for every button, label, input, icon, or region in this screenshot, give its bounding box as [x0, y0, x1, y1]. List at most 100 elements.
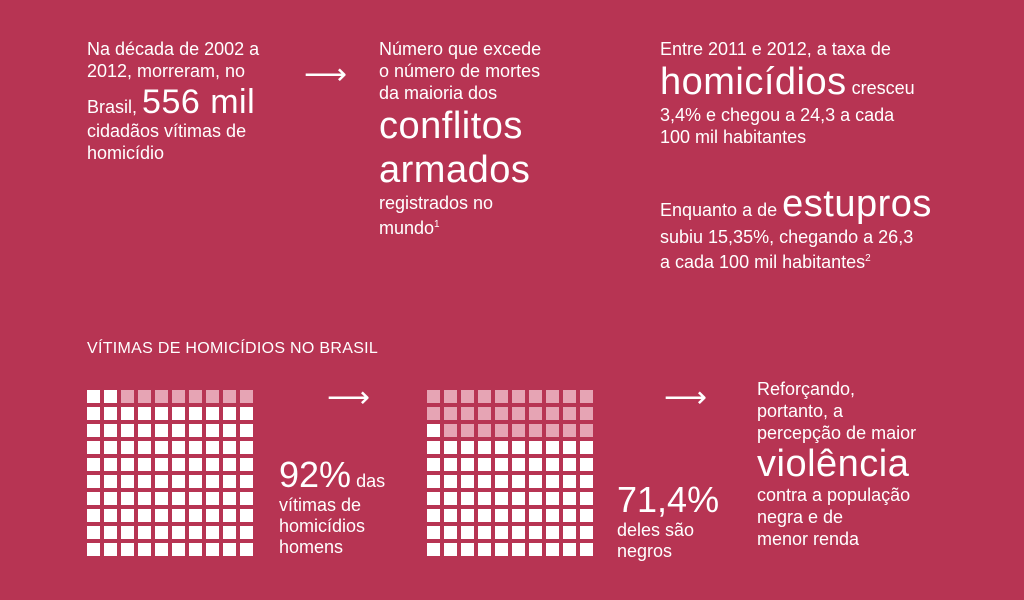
waffle-cell-share — [461, 509, 474, 522]
fact2-line5-text: mundo — [379, 218, 435, 238]
fact2-line2: o número de mortes — [379, 61, 541, 81]
waffle-cell-other — [444, 390, 457, 403]
waffle-cell-share — [546, 492, 559, 505]
waffle-cell-other — [512, 390, 525, 403]
waffle-cell-other — [206, 390, 219, 403]
waffle-cell-share — [121, 492, 134, 505]
waffle-cell-share — [563, 543, 576, 556]
waffle-cell-share — [104, 441, 117, 454]
waffle-cell-share — [478, 441, 491, 454]
waffle-cell-share — [189, 543, 202, 556]
waffle-cell-share — [172, 543, 185, 556]
footnote-2: 2 — [865, 253, 871, 264]
waffle-cell-share — [563, 475, 576, 488]
waffle-cell-share — [223, 543, 236, 556]
waffle-cell-share — [206, 407, 219, 420]
conclusion-highlight: violência — [757, 443, 910, 485]
waffle-cell-share — [223, 475, 236, 488]
waffle-cell-share — [444, 492, 457, 505]
waffle-cell-share — [444, 475, 457, 488]
waffle-cell-share — [121, 526, 134, 539]
waffle-cell-share — [121, 509, 134, 522]
waffle-cell-share — [461, 458, 474, 471]
footnote-1: 1 — [434, 219, 440, 230]
waffle-cell-share — [240, 424, 253, 437]
waffle-cell-share — [138, 458, 151, 471]
waffle-cell-share — [138, 475, 151, 488]
waffle-cell-share — [546, 441, 559, 454]
waffle-cell-share — [512, 526, 525, 539]
waffle-cell-share — [427, 424, 440, 437]
conclusion-line6: menor renda — [757, 529, 860, 549]
waffle-cell-share — [104, 390, 117, 403]
waffle-cell-share — [189, 424, 202, 437]
waffle-cell-share — [427, 441, 440, 454]
waffle-cell-other — [563, 407, 576, 420]
fact-rates: Entre 2011 e 2012, a taxa de homicídios … — [660, 38, 915, 148]
waffle-cell-other — [461, 390, 474, 403]
stat1-percent: 92% — [279, 454, 352, 495]
waffle-cell-share — [461, 543, 474, 556]
waffle-cell-share — [189, 458, 202, 471]
waffle-cell-share — [495, 458, 508, 471]
waffle-cell-share — [580, 526, 593, 539]
waffle-cell-share — [223, 407, 236, 420]
stat1-rest4: homens — [279, 537, 344, 557]
waffle-cell-share — [172, 492, 185, 505]
fact-decade-deaths: Na década de 2002 a 2012, morreram, no B… — [87, 38, 259, 164]
waffle-cell-other — [155, 390, 168, 403]
waffle-cell-share — [189, 441, 202, 454]
waffle-cell-other — [512, 407, 525, 420]
waffle-cell-share — [121, 441, 134, 454]
waffle-cell-other — [580, 390, 593, 403]
waffle-cell-share — [189, 526, 202, 539]
waffle-cell-share — [495, 509, 508, 522]
waffle-cell-share — [223, 441, 236, 454]
waffle-cell-share — [138, 526, 151, 539]
waffle-cell-share — [87, 390, 100, 403]
waffle-cell-share — [240, 441, 253, 454]
waffle-cell-share — [478, 492, 491, 505]
fact1-line1: Na década de 2002 a — [87, 39, 260, 59]
waffle-cell-share — [427, 492, 440, 505]
waffle-cell-share — [444, 509, 457, 522]
fact4-highlight-rapes: estupros — [782, 183, 932, 225]
waffle-cell-share — [121, 543, 134, 556]
waffle-cell-share — [223, 509, 236, 522]
fact3-line3: 3,4% e chegou a 24,3 a cada — [660, 105, 895, 125]
waffle-cell-share — [104, 526, 117, 539]
waffle-cell-share — [206, 475, 219, 488]
waffle-cell-other — [512, 424, 525, 437]
waffle-cell-share — [478, 509, 491, 522]
fact4-line3-text: a cada 100 mil habitantes — [660, 252, 866, 272]
waffle-cell-share — [121, 407, 134, 420]
waffle-cell-other — [563, 424, 576, 437]
fact2-line1: Número que excede — [379, 39, 542, 59]
waffle-cell-other — [461, 424, 474, 437]
fact1-prefix: Brasil, — [87, 97, 138, 117]
waffle-cell-other — [240, 390, 253, 403]
waffle-cell-share — [580, 543, 593, 556]
waffle-cell-other — [138, 390, 151, 403]
stat2-rest1: deles são — [617, 520, 695, 540]
waffle-cell-share — [223, 424, 236, 437]
fact1-highlight: 556 mil — [142, 83, 256, 121]
waffle-cell-other — [444, 424, 457, 437]
waffle-cell-share — [512, 475, 525, 488]
waffle-cell-share — [155, 475, 168, 488]
waffle-cell-share — [172, 441, 185, 454]
waffle-cell-share — [512, 543, 525, 556]
waffle-cell-share — [189, 475, 202, 488]
waffle-cell-share — [580, 492, 593, 505]
waffle-cell-share — [87, 475, 100, 488]
waffle-cell-share — [121, 458, 134, 471]
waffle-cell-share — [172, 458, 185, 471]
waffle-cell-other — [121, 390, 134, 403]
waffle-cell-other — [529, 407, 542, 420]
waffle-chart-men — [87, 390, 253, 556]
waffle-cell-share — [444, 526, 457, 539]
waffle-cell-share — [172, 526, 185, 539]
stat1-line1: 92% das — [279, 455, 385, 495]
waffle-cell-share — [223, 526, 236, 539]
arrow-icon: ⟶ — [327, 381, 371, 414]
